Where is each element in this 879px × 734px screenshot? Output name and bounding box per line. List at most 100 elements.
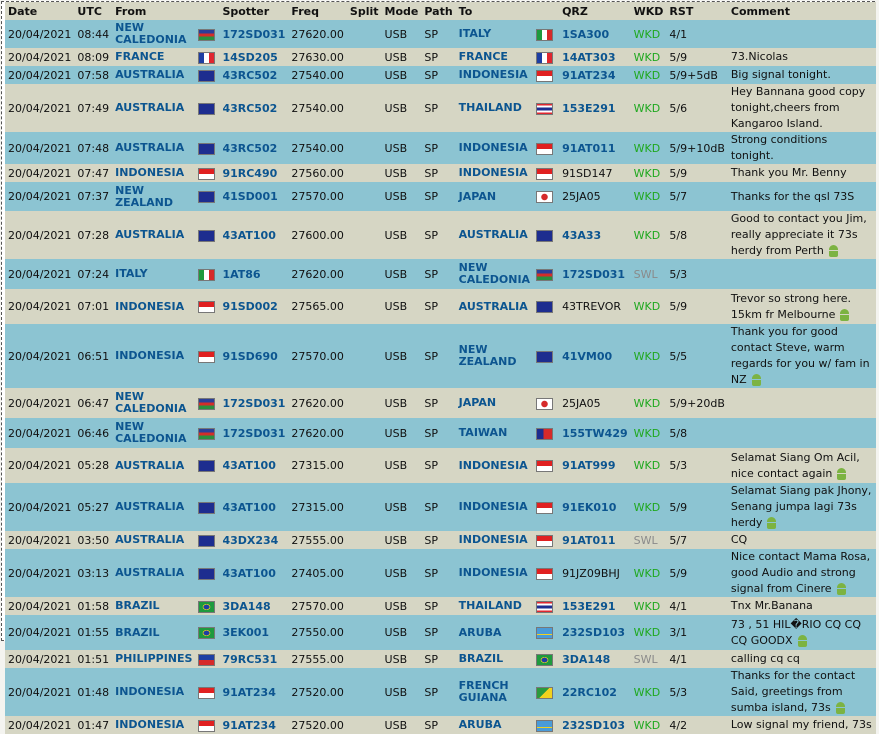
spotter-link[interactable]: 43RC502 [219, 66, 289, 84]
from-country-link[interactable]: INDONESIA [112, 289, 196, 324]
qrz-cell[interactable]: 172SD031 [559, 259, 631, 289]
column-header[interactable] [195, 2, 220, 20]
to-country-link[interactable]: INDONESIA [455, 66, 534, 84]
spotter-link[interactable]: 91AT234 [219, 668, 289, 716]
qrz-cell[interactable]: 232SD103 [559, 615, 631, 650]
spotter-link[interactable]: 91SD690 [219, 324, 289, 388]
to-country-link[interactable]: INDONESIA [455, 132, 534, 164]
from-country-link[interactable]: AUSTRALIA [112, 132, 196, 164]
to-country-link[interactable]: THAILAND [455, 84, 534, 132]
utc-cell: 07:58 [74, 66, 113, 84]
from-country-link[interactable]: FRANCE [112, 48, 196, 66]
to-country-link[interactable]: FRENCH GUIANA [455, 668, 534, 716]
spotter-link[interactable]: 91SD002 [219, 289, 289, 324]
column-header[interactable]: WKD [630, 2, 667, 20]
qrz-cell[interactable]: 91EK010 [559, 483, 631, 531]
column-header[interactable]: Comment [727, 2, 876, 20]
from-country-link[interactable]: INDONESIA [112, 668, 196, 716]
to-country-link[interactable]: NEW ZEALAND [455, 324, 534, 388]
to-country-link[interactable]: INDONESIA [455, 448, 534, 483]
from-country-link[interactable]: INDONESIA [112, 164, 196, 182]
spotter-link[interactable]: 43AT100 [219, 549, 289, 597]
qrz-cell[interactable]: 91AT011 [559, 531, 631, 549]
spotter-link[interactable]: 3DA148 [219, 597, 289, 615]
from-country-link[interactable]: INDONESIA [112, 324, 196, 388]
qrz-cell[interactable]: 91AT234 [559, 66, 631, 84]
qrz-cell[interactable]: 91AT011 [559, 132, 631, 164]
to-country-link[interactable]: INDONESIA [455, 549, 534, 597]
from-country-link[interactable]: AUSTRALIA [112, 448, 196, 483]
column-header[interactable]: UTC [74, 2, 113, 20]
qrz-cell[interactable]: 22RC102 [559, 668, 631, 716]
from-country-link[interactable]: INDONESIA [112, 716, 196, 734]
qrz-cell[interactable]: 232SD103 [559, 716, 631, 734]
spotter-link[interactable]: 91RC490 [219, 164, 289, 182]
to-country-link[interactable]: AUSTRALIA [455, 289, 534, 324]
to-country-link[interactable]: ARUBA [455, 615, 534, 650]
qrz-cell[interactable]: 153E291 [559, 84, 631, 132]
qrz-cell[interactable]: 155TW429 [559, 418, 631, 448]
spotter-link[interactable]: 172SD031 [219, 418, 289, 448]
spotter-link[interactable]: 41SD001 [219, 182, 289, 211]
from-country-link[interactable]: AUSTRALIA [112, 66, 196, 84]
to-country-link[interactable]: ARUBA [455, 716, 534, 734]
to-country-link[interactable]: FRANCE [455, 48, 534, 66]
from-country-link[interactable]: BRAZIL [112, 615, 196, 650]
to-country-link[interactable]: ITALY [455, 20, 534, 48]
from-country-link[interactable]: BRAZIL [112, 597, 196, 615]
from-country-link[interactable]: NEW CALEDONIA [112, 20, 196, 48]
to-country-link[interactable]: TAIWAN [455, 418, 534, 448]
to-country-link[interactable]: NEW CALEDONIA [455, 259, 534, 289]
to-country-link[interactable]: INDONESIA [455, 483, 534, 531]
spotter-link[interactable]: 43RC502 [219, 84, 289, 132]
column-header[interactable]: To [455, 2, 534, 20]
spotter-link[interactable]: 14SD205 [219, 48, 289, 66]
to-country-link[interactable]: BRAZIL [455, 650, 534, 668]
to-country-link[interactable]: THAILAND [455, 597, 534, 615]
from-country-link[interactable]: AUSTRALIA [112, 84, 196, 132]
column-header[interactable]: From [112, 2, 196, 20]
from-country-link[interactable]: AUSTRALIA [112, 211, 196, 259]
qrz-cell[interactable]: 43A33 [559, 211, 631, 259]
to-country-link[interactable]: AUSTRALIA [455, 211, 534, 259]
spotter-link[interactable]: 91AT234 [219, 716, 289, 734]
qrz-cell[interactable]: 91AT999 [559, 448, 631, 483]
qrz-cell[interactable]: 14AT303 [559, 48, 631, 66]
column-header[interactable]: Split [346, 2, 382, 20]
spotter-link[interactable]: 43RC502 [219, 132, 289, 164]
column-header[interactable]: QRZ [559, 2, 631, 20]
spotter-link[interactable]: 43AT100 [219, 448, 289, 483]
column-header[interactable] [533, 2, 560, 20]
qrz-cell[interactable]: 41VM00 [559, 324, 631, 388]
spotter-link[interactable]: 172SD031 [219, 20, 289, 48]
qrz-cell[interactable]: 153E291 [559, 597, 631, 615]
column-header[interactable]: Spotter [219, 2, 289, 20]
to-country-link[interactable]: INDONESIA [455, 164, 534, 182]
qrz-cell[interactable]: 1SA300 [559, 20, 631, 48]
column-header[interactable]: Mode [381, 2, 422, 20]
spotter-link[interactable]: 3EK001 [219, 615, 289, 650]
from-country-link[interactable]: AUSTRALIA [112, 549, 196, 597]
to-country-link[interactable]: INDONESIA [455, 531, 534, 549]
spotter-link[interactable]: 43AT100 [219, 211, 289, 259]
spotter-link[interactable]: 43DX234 [219, 531, 289, 549]
from-country-link[interactable]: NEW CALEDONIA [112, 388, 196, 418]
to-country-link[interactable]: JAPAN [455, 182, 534, 211]
from-country-link[interactable]: NEW CALEDONIA [112, 418, 196, 448]
column-header[interactable]: Date [5, 2, 75, 20]
spotter-link[interactable]: 79RC531 [219, 650, 289, 668]
from-country-link[interactable]: PHILIPPINES [112, 650, 196, 668]
to-country-link[interactable]: JAPAN [455, 388, 534, 418]
qrz-cell[interactable]: 3DA148 [559, 650, 631, 668]
column-header[interactable]: Path [421, 2, 456, 20]
from-country-link[interactable]: NEW ZEALAND [112, 182, 196, 211]
spotter-link[interactable]: 1AT86 [219, 259, 289, 289]
from-country-link[interactable]: AUSTRALIA [112, 483, 196, 531]
spotter-link[interactable]: 43AT100 [219, 483, 289, 531]
comment-cell: Strong conditions tonight. [727, 132, 876, 164]
column-header[interactable]: Freq [288, 2, 347, 20]
from-country-link[interactable]: ITALY [112, 259, 196, 289]
from-country-link[interactable]: AUSTRALIA [112, 531, 196, 549]
column-header[interactable]: RST [666, 2, 728, 20]
spotter-link[interactable]: 172SD031 [219, 388, 289, 418]
